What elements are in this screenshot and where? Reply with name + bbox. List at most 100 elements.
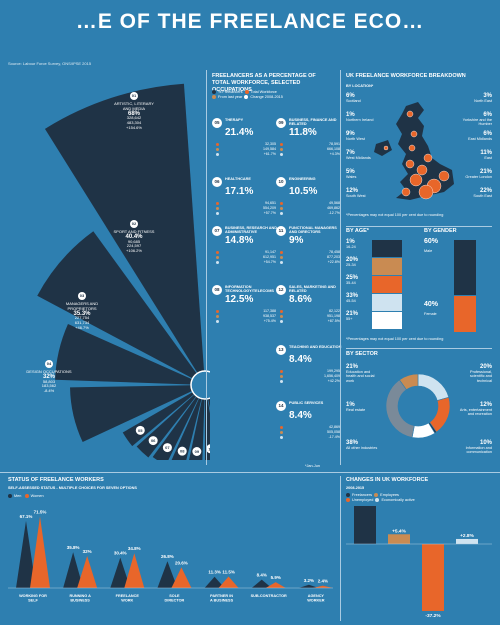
gender-note: *Percentages may not equal 100 per cent … [346, 337, 444, 341]
region-pct: 21% [479, 169, 492, 175]
legend-freelancers: Freelancers [346, 493, 372, 497]
status-value: 26.8% [161, 554, 174, 559]
sector-slice [399, 373, 419, 391]
occ-num: 12 [276, 285, 286, 295]
age-pct: 1% [346, 239, 355, 245]
status-bar-men [110, 557, 131, 588]
occ-pct: 8.4% [289, 410, 312, 421]
age-pct: 20% [346, 257, 359, 263]
status-legend: Men Women [8, 494, 44, 499]
region-left: 12% South West [346, 188, 380, 198]
occ-pct: 8.6% [289, 294, 312, 305]
occ-name: SALES, MARKETING AND RELATED [289, 285, 336, 294]
region-marker [406, 110, 414, 118]
fan-pct: 68% [127, 110, 140, 117]
fan-hub [190, 370, 210, 400]
occ-num: 06 [212, 177, 222, 187]
occ-pct: 8.4% [289, 354, 312, 365]
region-right: 3% North East [458, 93, 492, 103]
gender-female-pct: 40% [424, 301, 439, 308]
status-bar-women [312, 585, 333, 588]
region-pct: 22% [479, 188, 492, 194]
fan-val-a: 90,685 [127, 238, 141, 244]
region-right: 22% South East [458, 188, 492, 198]
fan-val-c: +106.2% [126, 248, 142, 254]
occ-num: 05 [212, 118, 222, 128]
sector-name: Arts, entertainment and recreation [459, 407, 492, 417]
occ-name: ENGINEERING [289, 177, 316, 181]
region-pct: 6% [483, 131, 492, 137]
fan-pct: 32% [42, 373, 55, 380]
status-bar-men [63, 552, 84, 588]
fan-wedge-3 [55, 323, 206, 385]
region-right: 6% East Midlands [458, 131, 492, 141]
region-name: North East [474, 98, 492, 103]
occ-pct: 10.5% [289, 186, 318, 197]
status-category: WORKING FOR SELF [19, 594, 47, 603]
gender-header: BY GENDER [424, 228, 457, 234]
age-header: BY AGE* [346, 228, 369, 234]
source-note: Source: Labour Force Survey, ONS/IPSE 20… [8, 61, 92, 66]
legend-item-change: Change 2008-2015 [244, 94, 283, 99]
status-value: 5.9% [271, 575, 281, 580]
status-value: 11.5% [222, 570, 235, 575]
fan-num-badge [148, 436, 158, 446]
status-value: 3.2% [304, 578, 314, 583]
region-marker [423, 153, 433, 163]
age-range: 16-24 [346, 244, 356, 249]
age-label: 33% 45-54 [346, 293, 358, 303]
change-value: -37.2% [425, 613, 441, 619]
fan-pct: 35.3% [73, 310, 91, 317]
occ-name: FUNCTIONAL MANAGERS AND DIRECTORS [289, 226, 337, 235]
age-bar [372, 294, 402, 311]
fan-num: 02 [130, 220, 138, 228]
region-pct: 6% [483, 112, 492, 118]
fan-val-a: 227,754 [74, 315, 90, 321]
change-bar [456, 538, 478, 544]
status-value: 30.4% [114, 551, 127, 556]
status-value: 2.4% [318, 579, 328, 584]
region-name: South East [473, 193, 492, 198]
sector-label: 10% Information and communication [458, 440, 492, 455]
sector-name: Real estate [346, 407, 366, 412]
age-range: 55+ [346, 316, 353, 321]
fan-num-label: 10 [208, 446, 210, 451]
divider [206, 70, 207, 465]
fan-val-a: 328,642 [126, 115, 142, 121]
region-marker [418, 184, 434, 200]
page-title: …E OF THE FREELANCE ECO… [75, 10, 425, 33]
fan-wedge-small [171, 385, 205, 460]
region-pct: 12% [346, 188, 359, 194]
fan-num-label: 09 [195, 449, 200, 454]
fan-num-badge [177, 446, 187, 456]
fan-title: ARTISTIC, LITERARY AND MEDIA [114, 101, 154, 111]
status-category: FREELANCE WORK [116, 594, 140, 603]
fan-label-sport: 02 SPORT AND FITNESS 40.4% 90,685 224,59… [112, 220, 156, 254]
region-name: North West [346, 136, 365, 141]
occ-num: 09 [276, 118, 286, 128]
legend-employees: Employees [374, 493, 399, 497]
sector-header: BY SECTOR [346, 351, 378, 357]
legend-men: Men [8, 494, 21, 498]
status-bar-women [218, 576, 239, 588]
ni-landmass [374, 140, 392, 156]
status-category: RUNNING A BUSINESS [69, 594, 91, 603]
region-name: Northern Ireland [346, 117, 374, 122]
fan-val-c: -8.4% [43, 388, 55, 394]
sector-name: All other industries [346, 445, 378, 450]
region-left: 5% Wales [346, 169, 380, 179]
legend-active: Economically active [375, 497, 415, 502]
region-pct: 6% [346, 93, 355, 99]
change-value: +2.8% [460, 533, 474, 539]
status-bar-men [298, 584, 319, 588]
sector-label: 20% Professional, scientific and technica… [458, 364, 492, 383]
occ-pct: 17.1% [225, 186, 254, 197]
fan-num-badge [135, 425, 145, 435]
changes-legend: Freelancers Employees Unemployed Economi… [346, 493, 496, 502]
sector-pct: 20% [479, 364, 492, 370]
legend-unemployed: Unemployed [346, 497, 373, 502]
change-value: +5.4% [392, 528, 406, 534]
age-label: 21% 55+ [346, 311, 358, 321]
region-name: East [484, 155, 492, 160]
